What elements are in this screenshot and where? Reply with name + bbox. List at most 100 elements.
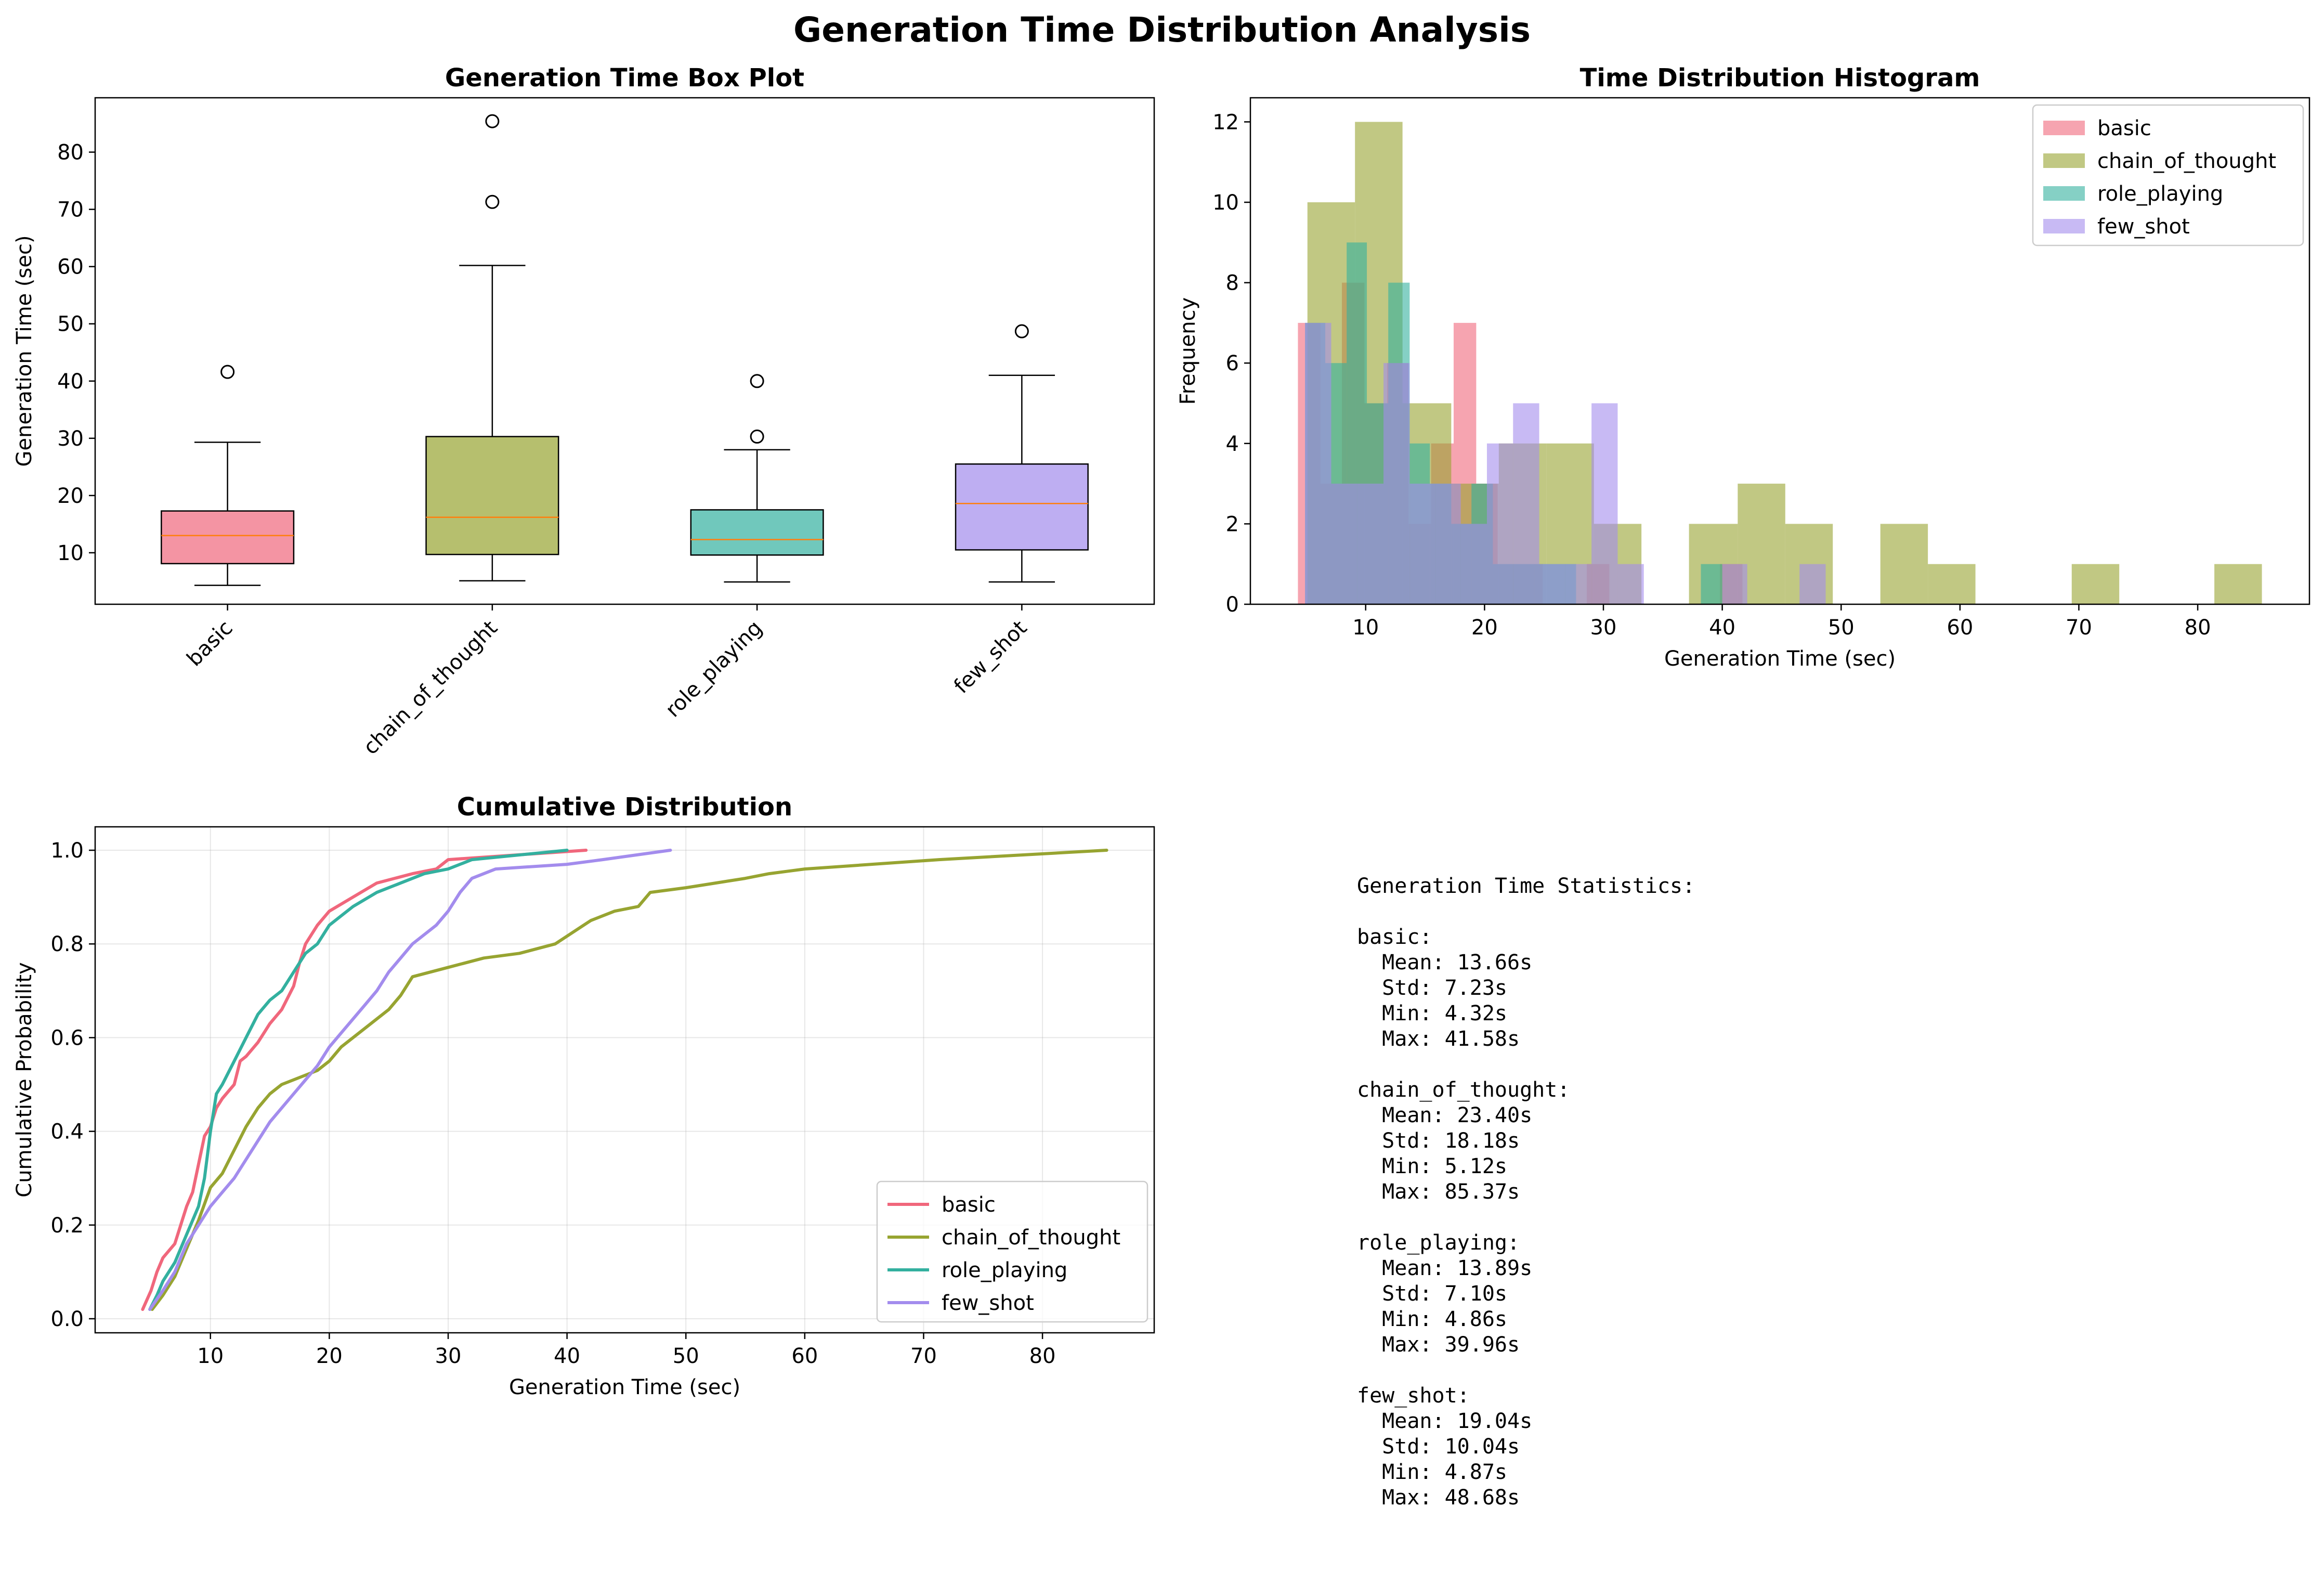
y-tick-label: 50 [57, 313, 84, 336]
bar-few-shot [1486, 443, 1513, 604]
box-few-shot [955, 463, 1089, 551]
bar-few-shot [1435, 484, 1461, 604]
x-tick-label-chain-of-thought: chain_of_thought [359, 616, 502, 760]
y-tick-label: 0.4 [50, 1120, 84, 1144]
legend-label-basic: basic [942, 1193, 996, 1217]
legend-swatch-chain-of-thought [2043, 153, 2085, 168]
legend-box [876, 1180, 1148, 1323]
x-tick-label: 50 [1828, 616, 1855, 640]
y-tick-label: 30 [57, 427, 84, 451]
legend-swatch-role-playing [2043, 186, 2085, 201]
outlier-role-playing [750, 374, 764, 388]
axes-frame [1249, 97, 2310, 605]
bar-chain-of-thought [1880, 524, 1928, 604]
bar-few-shot [1722, 564, 1747, 604]
legend-label-chain-of-thought: chain_of_thought [942, 1226, 1120, 1250]
y-tick-label: 1.0 [50, 839, 84, 863]
x-tick-label: 10 [1352, 616, 1379, 640]
bar-few-shot [1409, 484, 1436, 604]
y-tick-label: 0.6 [50, 1026, 84, 1050]
bar-chain-of-thought [1928, 564, 1976, 604]
bar-few-shot [1305, 322, 1331, 604]
box-basic [161, 510, 295, 565]
cdf-line-basic [141, 849, 588, 1311]
bar-few-shot [1591, 403, 1618, 604]
x-tick-label: 20 [316, 1344, 343, 1368]
x-tick-label: 40 [554, 1344, 580, 1368]
x-tick-label-role-playing: role_playing [661, 616, 767, 722]
x-tick-label: 80 [2185, 616, 2211, 640]
y-tick-label: 0 [1226, 593, 1239, 617]
bar-few-shot [1383, 363, 1410, 604]
bar-few-shot [1539, 564, 1565, 604]
x-tick-label: 30 [1590, 616, 1617, 640]
y-axis-label: Frequency [1176, 297, 1200, 405]
x-tick-label-basic: basic [182, 616, 238, 671]
legend-label-role-playing: role_playing [2097, 182, 2223, 206]
x-tick-label: 70 [2066, 616, 2092, 640]
x-tick-label: 70 [910, 1344, 937, 1368]
y-tick-label: 70 [57, 198, 84, 222]
legend-swatch-basic [2043, 121, 2085, 135]
legend-label-few-shot: few_shot [942, 1291, 1034, 1315]
y-tick-label: 80 [57, 141, 84, 165]
y-tick-label: 10 [57, 541, 84, 565]
y-tick-label: 6 [1226, 352, 1239, 375]
x-axis-label: Generation Time (sec) [509, 1375, 740, 1399]
outlier-role-playing [750, 430, 764, 444]
legend-box [2032, 104, 2304, 246]
y-axis-label: Cumulative Probability [12, 962, 36, 1197]
bar-few-shot [1565, 564, 1592, 604]
y-tick-label: 0.8 [50, 932, 84, 956]
box-chain-of-thought [425, 436, 559, 555]
bar-few-shot [1357, 484, 1384, 604]
x-tick-label: 40 [1709, 616, 1735, 640]
x-tick-label: 60 [1947, 616, 1973, 640]
cdf-line-few-shot [148, 849, 672, 1311]
axes-frame [94, 97, 1155, 605]
y-tick-label: 60 [57, 255, 84, 279]
axes-frame [94, 826, 1155, 1334]
legend-label-chain-of-thought: chain_of_thought [2097, 149, 2276, 173]
cdf-line-chain-of-thought [150, 849, 1108, 1311]
y-tick-label: 0.0 [50, 1307, 84, 1331]
bar-few-shot [1799, 564, 1826, 604]
y-tick-label: 8 [1226, 271, 1239, 295]
box-role-playing [690, 509, 824, 556]
bar-few-shot [1513, 403, 1539, 604]
statistics-text: Generation Time Statistics: basic: Mean:… [1357, 874, 1695, 1510]
legend-label-role-playing: role_playing [942, 1258, 1067, 1282]
bar-few-shot [1460, 524, 1487, 604]
box-plot-panel: 10 20 30 40 50 60 70 80 Generation Time Box Plot… [12, 63, 1155, 760]
cdf-line-role-playing [148, 849, 569, 1311]
panel-title: Generation Time Box Plot [445, 63, 804, 93]
outlier-few-shot [1014, 324, 1029, 339]
y-tick-label: 40 [57, 370, 84, 394]
bar-chain-of-thought [2071, 564, 2120, 604]
y-axis-label: Generation Time (sec) [12, 235, 36, 466]
x-tick-label: 80 [1029, 1344, 1056, 1368]
y-tick-label: 12 [1212, 110, 1239, 134]
x-tick-label-few-shot: few_shot [949, 616, 1032, 698]
x-tick-label: 10 [197, 1344, 224, 1368]
legend-swatch-few-shot [2043, 219, 2085, 233]
outlier-chain-of-thought [485, 114, 500, 128]
y-tick-label: 2 [1226, 512, 1239, 536]
y-tick-label: 4 [1226, 432, 1239, 456]
legend-label-few-shot: few_shot [2097, 215, 2190, 239]
x-tick-label: 20 [1471, 616, 1498, 640]
x-tick-label: 50 [673, 1344, 699, 1368]
bar-role-playing [1701, 564, 1722, 604]
panel-title: Cumulative Distribution [457, 793, 792, 822]
outlier-basic [220, 365, 235, 379]
bar-few-shot [1617, 564, 1644, 604]
x-axis-label: Generation Time (sec) [1664, 647, 1896, 671]
bar-chain-of-thought [2214, 564, 2262, 604]
y-tick-label: 0.2 [50, 1214, 84, 1238]
cumulative-panel: 0.0 0.2 0.4 0.6 0.8 1.0 10 20 30 40 50 60 70 80 Cumula… [12, 793, 1155, 1399]
legend-label-basic: basic [2097, 116, 2151, 140]
x-tick-label: 60 [791, 1344, 818, 1368]
histogram-panel: 0 2 4 6 8 10 12 10 20 30 40 50 60 70 80 Time Distributi… [1176, 63, 2310, 671]
panel-title: Time Distribution Histogram [1580, 63, 1980, 93]
